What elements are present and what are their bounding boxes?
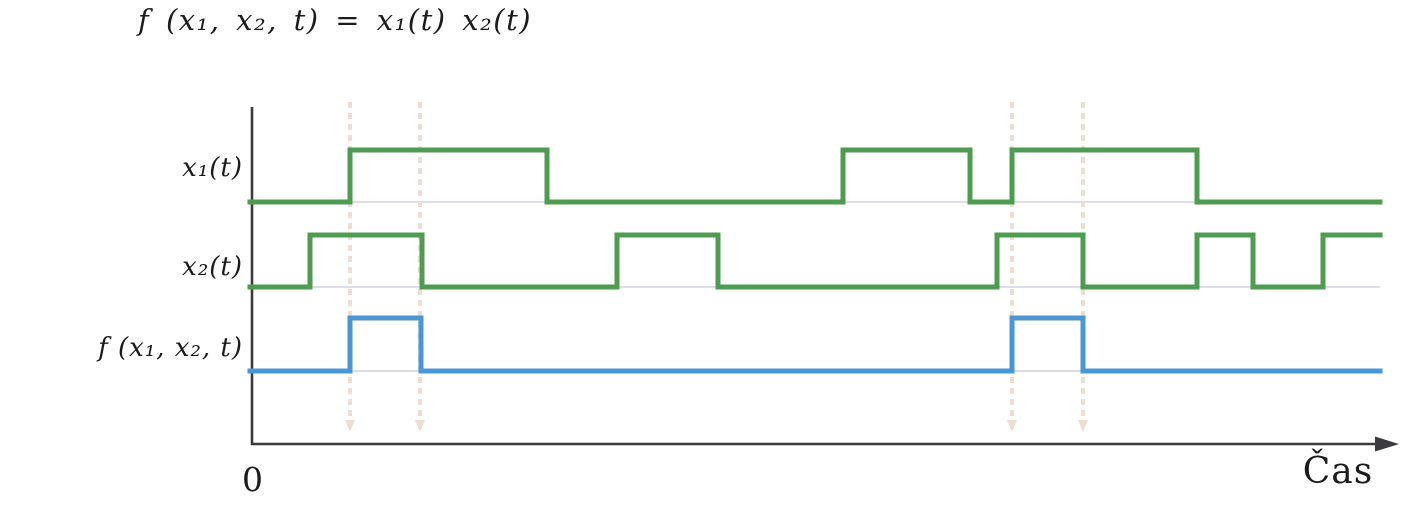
time-axis-origin-label: 0 bbox=[242, 460, 263, 499]
x2-signal-label: x₂(t) bbox=[182, 252, 243, 282]
figure-title-formula: f (x₁, x₂, t) = x₁(t) x₂(t) bbox=[138, 3, 533, 37]
guide-line-arrowhead bbox=[415, 420, 425, 432]
time-axis-arrowhead bbox=[1375, 436, 1399, 452]
x1-signal-label: x₁(t) bbox=[182, 153, 243, 183]
x2-waveform bbox=[247, 232, 1383, 290]
x1-waveform bbox=[247, 147, 1383, 205]
guide-line-arrowhead bbox=[1007, 420, 1017, 432]
guide-line-arrowhead bbox=[345, 420, 355, 432]
f-signal-label: f (x₁, x₂, t) bbox=[98, 333, 243, 363]
f-waveform bbox=[247, 315, 1383, 374]
guide-line-arrowhead bbox=[1078, 420, 1088, 432]
time-axis-label: Čas bbox=[1302, 451, 1374, 492]
